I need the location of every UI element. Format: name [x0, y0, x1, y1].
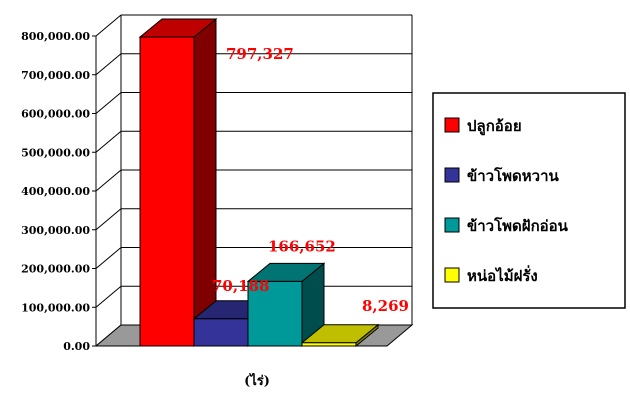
- wall-gridline: [95, 208, 122, 231]
- legend-swatch: [444, 217, 460, 233]
- data-label: 166,652: [268, 237, 336, 255]
- wall-gridline: [95, 14, 122, 37]
- legend-swatch: [444, 117, 460, 133]
- y-tick-label: 300,000.00: [21, 224, 90, 237]
- y-tick-label: 0.00: [63, 340, 90, 353]
- wall-gridline: [95, 247, 122, 269]
- legend-label: ข้าวโพดฝักอ่อน: [467, 216, 569, 235]
- legend: ปลูกอ้อยข้าวโพดหวานข้าวโพดฝักอ่อนหน่อไม้…: [432, 92, 626, 309]
- legend-label: หน่อไม้ฝรั่ง: [467, 265, 538, 285]
- data-label: 797,327: [226, 45, 294, 63]
- y-tick-label: 400,000.00: [21, 185, 90, 198]
- y-tick-label: 100,000.00: [21, 301, 90, 314]
- wall-gridline: [95, 92, 122, 114]
- wall-gridline: [95, 130, 122, 153]
- legend-label: ข้าวโพดหวาน: [467, 166, 560, 185]
- y-tick-label: 700,000.00: [21, 69, 90, 82]
- data-label: 8,269: [362, 297, 409, 315]
- bar: [193, 318, 249, 347]
- y-tick-label: 800,000.00: [21, 30, 90, 43]
- label-layer: 797,327 70,188 166,652 8,269: [212, 45, 409, 315]
- legend-swatch: [444, 267, 460, 283]
- wall-gridline: [95, 169, 122, 192]
- wall-gridline: [95, 53, 122, 76]
- bar: [247, 280, 303, 347]
- x-axis-title: (ไร่): [244, 372, 270, 389]
- data-label: 70,188: [212, 277, 269, 295]
- axis-layer: 0.00 100,000.00 200,000.00 300,000.00 400,00…: [21, 30, 97, 353]
- legend-box: [432, 92, 626, 309]
- y-tick-label: 500,000.00: [21, 146, 90, 159]
- legend-swatch: [444, 167, 460, 183]
- bar-side: [193, 17, 217, 348]
- y-tick-label: 600,000.00: [21, 108, 90, 121]
- wall-gridline: [95, 285, 122, 308]
- y-tick-label: 200,000.00: [21, 263, 90, 276]
- legend-label: ปลูกอ้อย: [467, 117, 522, 136]
- bar: [301, 342, 357, 347]
- bar-layer: [138, 17, 380, 348]
- bar: [139, 36, 195, 347]
